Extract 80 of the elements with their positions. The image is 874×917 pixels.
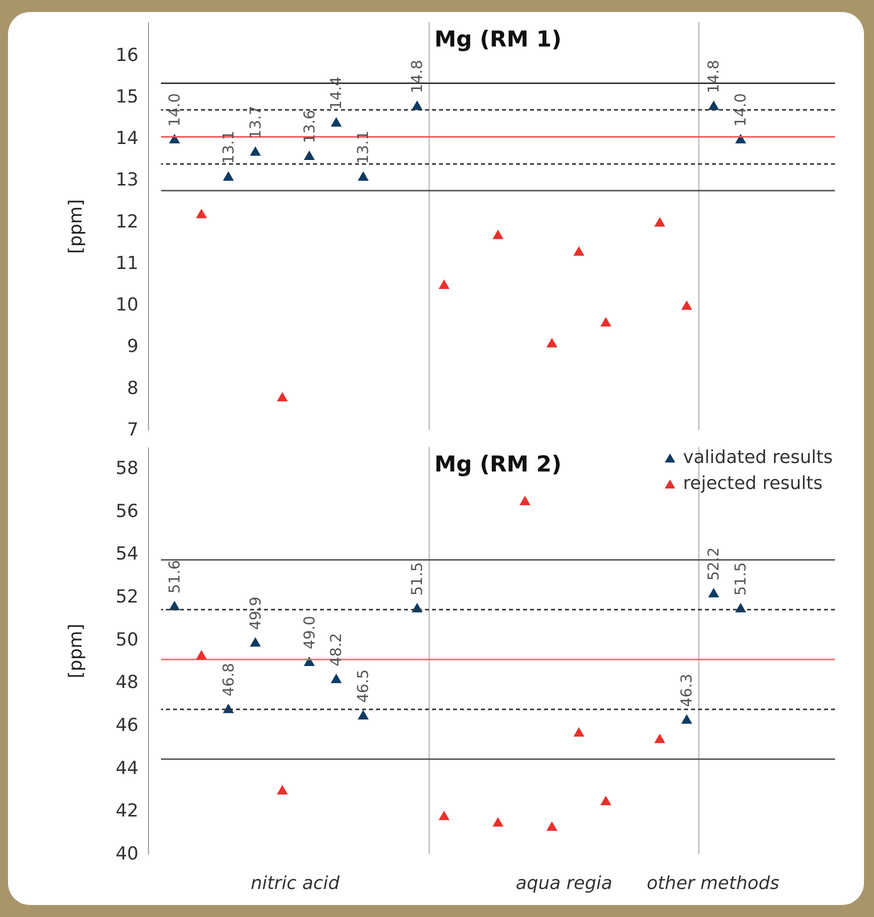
data-label: 51.6	[165, 560, 184, 594]
chart-title: Mg (RM 1)	[434, 27, 562, 52]
data-label: 49.0	[300, 616, 318, 650]
y-tick-label: 50	[116, 629, 138, 650]
point	[600, 317, 612, 326]
text: aqua regia	[516, 873, 612, 894]
data-label: 46.5	[354, 669, 372, 703]
point	[438, 280, 450, 290]
y-tick-label: 54	[116, 544, 138, 565]
data-label: 13.7	[246, 106, 264, 140]
point	[304, 150, 315, 160]
point	[681, 714, 692, 724]
data-label: 51.5	[408, 562, 426, 596]
y-tick-label: 46	[116, 714, 138, 736]
point	[169, 134, 180, 144]
text: other methods	[646, 873, 780, 894]
point	[304, 656, 315, 666]
point	[519, 496, 530, 506]
y-tick-label: 7	[127, 420, 138, 440]
point	[330, 674, 342, 684]
y-tick-label: 8	[127, 378, 138, 399]
point	[573, 246, 584, 256]
y-tick-label: 11	[116, 252, 138, 274]
y-tick-label: 16	[116, 44, 138, 66]
y-tick-label: 48	[116, 672, 138, 694]
point	[546, 821, 558, 831]
point	[196, 650, 207, 660]
y-tick-label: 13	[116, 170, 138, 191]
y-tick-label: 15	[116, 86, 138, 108]
y-tick-label: 14	[116, 128, 138, 150]
legend-label: validated results	[683, 447, 833, 468]
data-label: 13.1	[219, 130, 238, 164]
point	[358, 171, 369, 181]
y-tick-label: 40	[116, 844, 138, 864]
data-label: 52.2	[704, 547, 723, 581]
data-label: 14.8	[704, 60, 723, 94]
point	[276, 784, 288, 794]
point	[708, 100, 720, 110]
data-label: 14.4	[327, 76, 346, 110]
y-axis-title: [ppm]	[66, 199, 87, 254]
y-tick-label: 10	[116, 294, 138, 316]
text: nitric acid	[250, 873, 340, 894]
point	[573, 727, 584, 737]
y-tick-label: 52	[116, 586, 138, 608]
data-label: 14.8	[408, 60, 426, 94]
point	[222, 171, 234, 181]
data-label: 13.1	[354, 130, 372, 164]
point	[681, 300, 692, 310]
y-axis-title: [ppm]	[66, 624, 87, 678]
y-tick-label: 58	[116, 458, 138, 479]
y-tick-label: 9	[127, 336, 138, 358]
y-tick-label: 44	[116, 758, 138, 779]
point	[250, 637, 261, 647]
point	[330, 117, 342, 127]
point	[196, 208, 207, 218]
data-label: 48.2	[327, 632, 346, 666]
data-label: 46.3	[678, 674, 696, 708]
data-label: 49.9	[246, 596, 264, 630]
point	[546, 338, 558, 348]
point	[654, 217, 666, 227]
data-label: 46.8	[219, 662, 238, 696]
point	[358, 710, 369, 720]
data-label: 51.5	[732, 562, 750, 596]
y-tick-label: 56	[116, 500, 138, 522]
y-tick-label: 42	[116, 800, 138, 822]
data-label: 13.6	[300, 110, 318, 144]
point	[250, 146, 261, 156]
point	[492, 817, 504, 827]
chart-title: Mg (RM 2)	[434, 452, 562, 478]
point	[600, 796, 612, 806]
point	[438, 810, 450, 820]
legend-label: rejected results	[683, 473, 823, 494]
point	[276, 392, 288, 402]
point	[654, 734, 666, 744]
data-label: 14.0	[732, 93, 750, 127]
data-label: 14.0	[165, 93, 184, 127]
point	[708, 588, 720, 598]
point	[492, 230, 504, 240]
y-tick-label: 12	[116, 211, 138, 232]
point	[735, 134, 746, 144]
